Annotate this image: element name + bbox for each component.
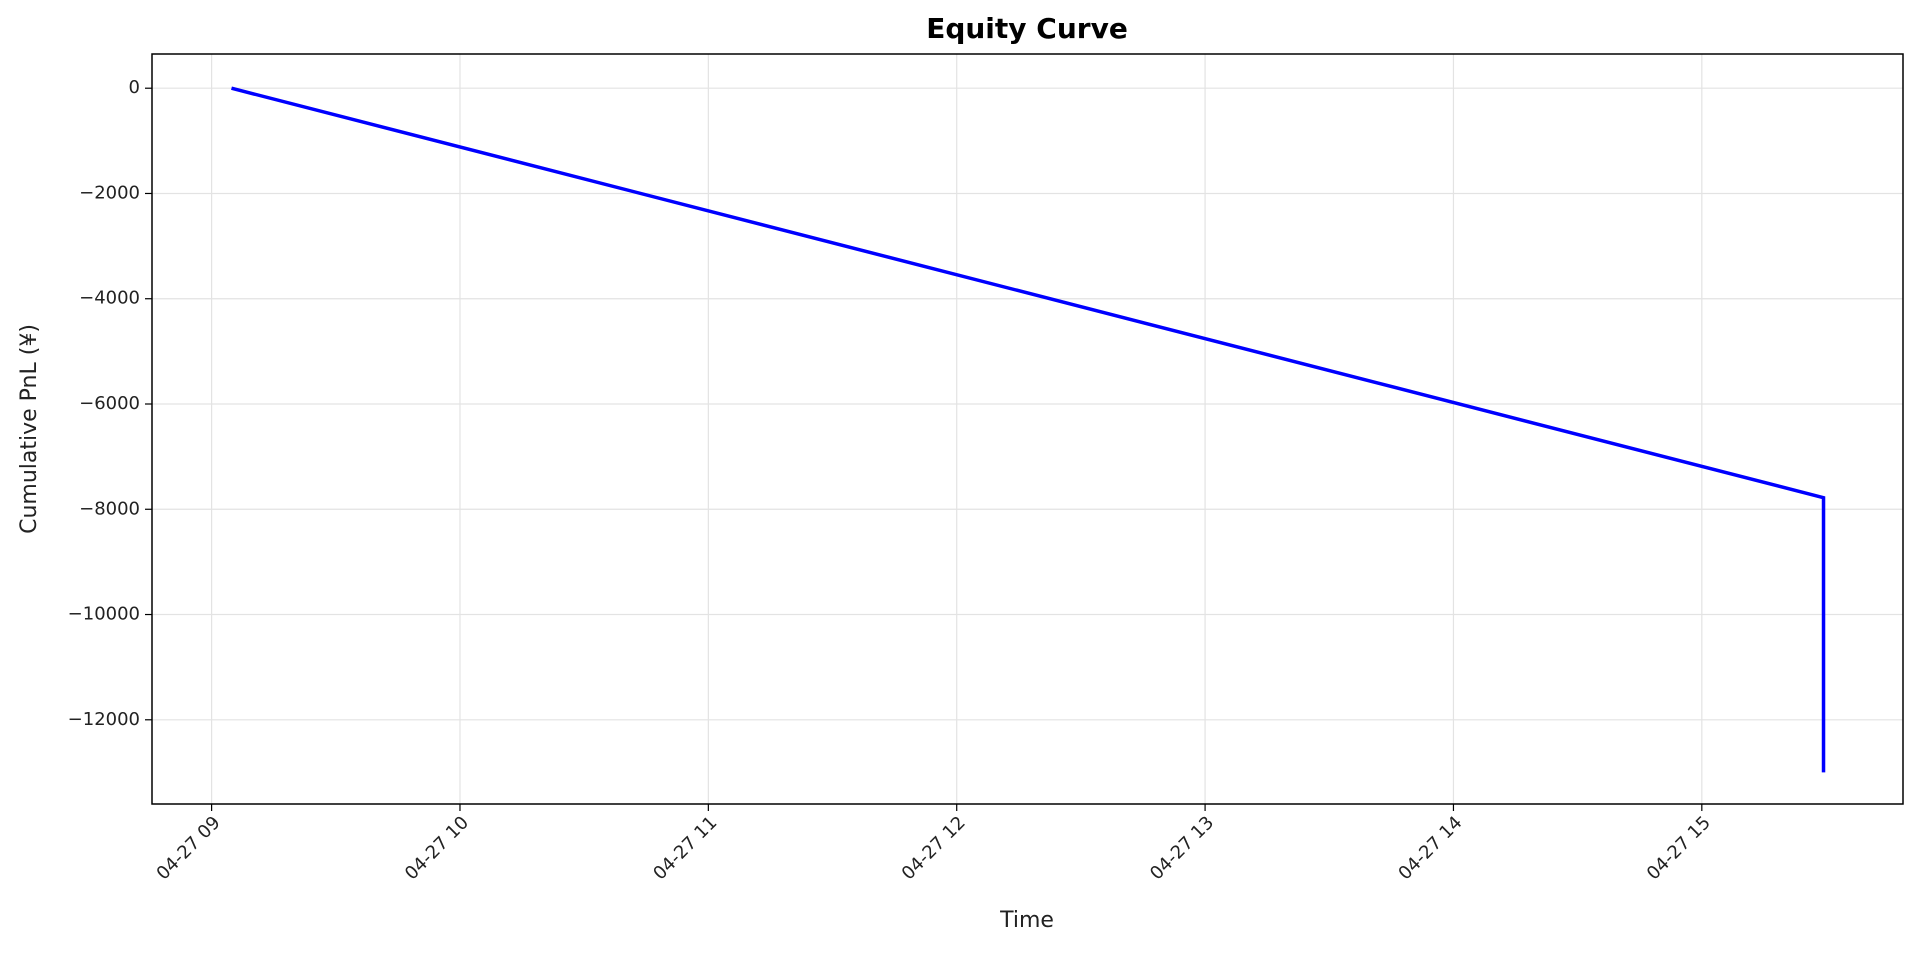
y-tick-label: −2000 [79, 182, 140, 203]
equity-line [231, 86, 1826, 773]
y-tick-label: −4000 [79, 288, 140, 309]
y-tick-label: −6000 [79, 393, 140, 414]
x-tick-label: 04-27 12 [898, 812, 970, 884]
x-tick-label: 04-27 13 [1146, 812, 1218, 884]
y-tick-label: −12000 [68, 709, 140, 730]
x-tick-label: 04-27 15 [1643, 812, 1715, 884]
y-axis-label: Cumulative PnL (¥) [17, 324, 42, 534]
plot-frame [151, 53, 1904, 805]
x-tick-label: 04-27 10 [401, 812, 473, 884]
x-axis-label: Time [999, 908, 1054, 933]
y-tick-label: −8000 [79, 498, 140, 519]
x-tick-label: 04-27 14 [1394, 812, 1466, 884]
y-tick-label: 0 [129, 77, 140, 98]
x-tick-label: 04-27 11 [649, 812, 721, 884]
chart-title: Equity Curve [926, 12, 1128, 45]
y-tick-label: −10000 [68, 604, 140, 625]
x-tick-label: 04-27 09 [153, 812, 225, 884]
